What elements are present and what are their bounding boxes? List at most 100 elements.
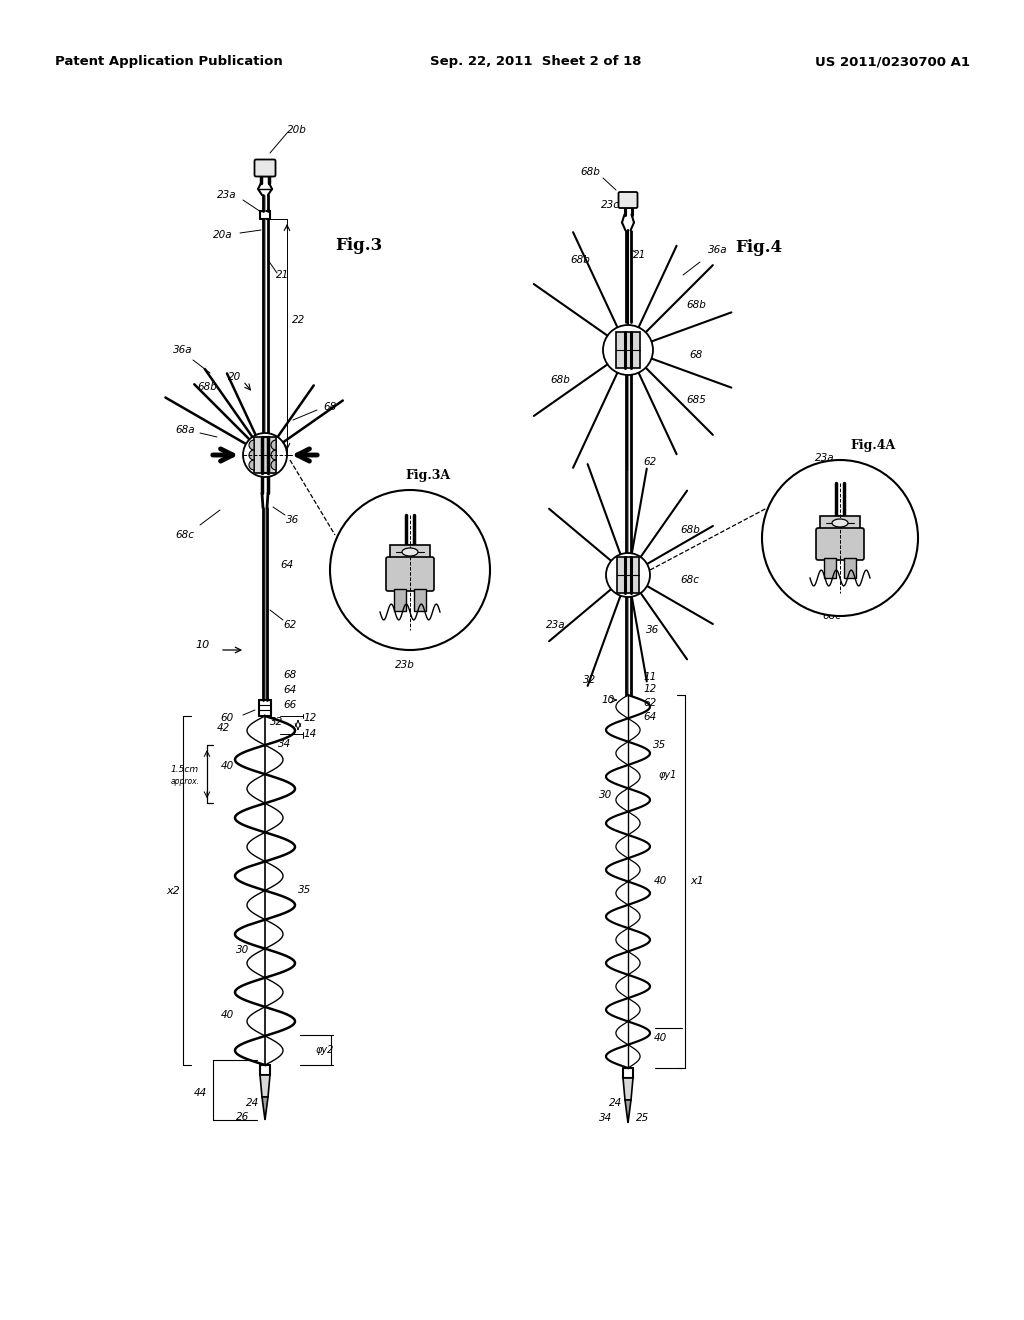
Text: 66: 66 bbox=[284, 700, 297, 710]
Text: 68c: 68c bbox=[175, 531, 195, 540]
Text: 62: 62 bbox=[284, 620, 297, 630]
FancyBboxPatch shape bbox=[386, 557, 434, 591]
Text: 68: 68 bbox=[423, 500, 436, 510]
Text: 68b: 68b bbox=[686, 300, 706, 310]
Text: 68c: 68c bbox=[681, 576, 699, 585]
Text: 68b: 68b bbox=[885, 539, 905, 548]
Text: 11: 11 bbox=[643, 672, 656, 682]
Bar bbox=[390, 545, 430, 558]
Text: 62: 62 bbox=[643, 457, 656, 467]
Text: US 2011/0230700 A1: US 2011/0230700 A1 bbox=[815, 55, 970, 69]
Circle shape bbox=[762, 459, 918, 616]
Wedge shape bbox=[271, 440, 276, 450]
Text: 32: 32 bbox=[270, 717, 284, 727]
Text: 40: 40 bbox=[220, 1010, 233, 1020]
Text: 10: 10 bbox=[601, 696, 614, 705]
Text: 68b: 68b bbox=[458, 537, 478, 546]
Text: 68: 68 bbox=[324, 403, 337, 412]
Text: 36: 36 bbox=[646, 624, 659, 635]
Text: 34: 34 bbox=[599, 1113, 612, 1123]
Wedge shape bbox=[271, 450, 276, 459]
Text: 44: 44 bbox=[194, 1088, 207, 1097]
Text: 60: 60 bbox=[220, 713, 233, 723]
FancyBboxPatch shape bbox=[616, 333, 640, 368]
Text: 20: 20 bbox=[228, 372, 242, 381]
Text: 23a: 23a bbox=[217, 190, 237, 201]
FancyBboxPatch shape bbox=[617, 557, 639, 593]
Text: 68b: 68b bbox=[680, 525, 700, 535]
Circle shape bbox=[603, 325, 653, 375]
Text: 68b: 68b bbox=[570, 255, 590, 265]
Text: 68b: 68b bbox=[197, 381, 217, 392]
Text: 68c: 68c bbox=[772, 572, 792, 581]
Polygon shape bbox=[625, 1100, 631, 1123]
Text: 35: 35 bbox=[298, 884, 311, 895]
Bar bbox=[394, 589, 406, 611]
Bar bbox=[414, 589, 426, 611]
Text: 40: 40 bbox=[653, 1034, 667, 1043]
Text: Fig.4: Fig.4 bbox=[735, 239, 782, 256]
Text: 1.5cm: 1.5cm bbox=[171, 764, 199, 774]
Bar bbox=[820, 516, 860, 531]
Polygon shape bbox=[262, 1097, 268, 1119]
Bar bbox=[844, 558, 856, 578]
Text: 23a: 23a bbox=[546, 620, 566, 630]
Text: Patent Application Publication: Patent Application Publication bbox=[55, 55, 283, 69]
Wedge shape bbox=[271, 459, 276, 470]
Text: 21: 21 bbox=[276, 271, 290, 280]
Text: φy1: φy1 bbox=[658, 770, 677, 780]
Text: Fig.4A: Fig.4A bbox=[850, 440, 895, 453]
Text: Sep. 22, 2011  Sheet 2 of 18: Sep. 22, 2011 Sheet 2 of 18 bbox=[430, 55, 641, 69]
Text: 26: 26 bbox=[237, 1111, 250, 1122]
Text: 68c: 68c bbox=[822, 611, 842, 620]
Text: 23a: 23a bbox=[815, 453, 835, 463]
Text: 22: 22 bbox=[293, 315, 305, 325]
Text: 12: 12 bbox=[303, 713, 316, 723]
Circle shape bbox=[330, 490, 490, 649]
Text: 685: 685 bbox=[686, 395, 706, 405]
Text: 64: 64 bbox=[456, 601, 469, 610]
Text: 23c: 23c bbox=[600, 201, 620, 210]
Text: 25: 25 bbox=[636, 1113, 649, 1123]
Wedge shape bbox=[249, 440, 254, 450]
Text: 30: 30 bbox=[599, 789, 612, 800]
Ellipse shape bbox=[831, 519, 848, 527]
Circle shape bbox=[243, 433, 287, 477]
Text: 36a: 36a bbox=[173, 345, 193, 355]
FancyBboxPatch shape bbox=[254, 437, 276, 473]
Text: 68b: 68b bbox=[550, 375, 570, 385]
Wedge shape bbox=[249, 450, 254, 459]
FancyBboxPatch shape bbox=[255, 160, 275, 177]
Text: 10: 10 bbox=[196, 640, 210, 649]
FancyBboxPatch shape bbox=[816, 528, 864, 560]
Text: 68: 68 bbox=[284, 671, 297, 680]
Text: φy2: φy2 bbox=[315, 1045, 334, 1055]
Text: 40: 40 bbox=[220, 762, 233, 771]
Polygon shape bbox=[623, 1078, 633, 1100]
Text: approx.: approx. bbox=[171, 776, 200, 785]
Text: 20a: 20a bbox=[213, 230, 232, 240]
Text: 23b: 23b bbox=[395, 660, 415, 671]
Text: 68b: 68b bbox=[580, 168, 600, 177]
Text: 32: 32 bbox=[584, 675, 597, 685]
Text: 34: 34 bbox=[279, 739, 292, 748]
FancyBboxPatch shape bbox=[618, 191, 638, 209]
Text: 36a: 36a bbox=[709, 246, 728, 255]
Ellipse shape bbox=[402, 548, 418, 556]
Text: 36: 36 bbox=[287, 515, 300, 525]
Text: 62: 62 bbox=[643, 698, 656, 708]
Text: 68a: 68a bbox=[342, 585, 361, 595]
Text: 64: 64 bbox=[643, 711, 656, 722]
Text: 42: 42 bbox=[216, 723, 229, 733]
Text: 14: 14 bbox=[303, 729, 316, 739]
Text: 24: 24 bbox=[609, 1098, 623, 1107]
Text: x1: x1 bbox=[690, 876, 703, 887]
Text: Fig.3: Fig.3 bbox=[335, 236, 382, 253]
Text: 35: 35 bbox=[653, 741, 667, 750]
Circle shape bbox=[606, 553, 650, 597]
Text: 68a: 68a bbox=[175, 425, 195, 436]
Text: 24: 24 bbox=[247, 1098, 260, 1107]
Text: 68a: 68a bbox=[458, 568, 478, 577]
Text: 21: 21 bbox=[634, 249, 646, 260]
Text: 64: 64 bbox=[884, 573, 897, 583]
